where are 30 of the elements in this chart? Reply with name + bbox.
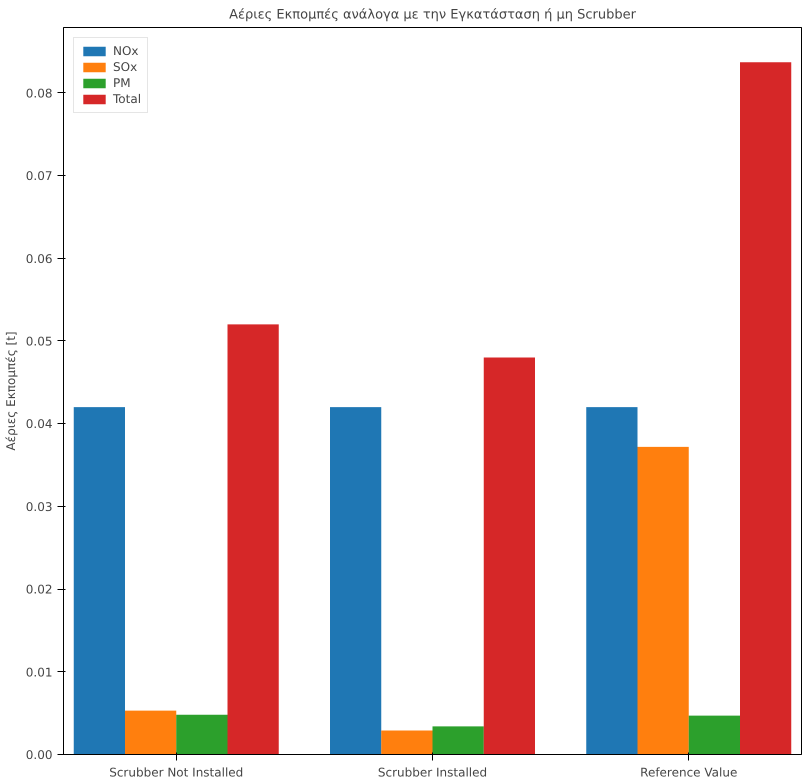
legend-label: SOx	[113, 60, 138, 74]
legend-label: Total	[113, 92, 142, 106]
bar	[586, 407, 638, 754]
bar	[176, 714, 228, 754]
x-tick-label: Scrubber Installed	[378, 766, 488, 780]
y-axis-title: Αέριες Εκπομπές [t]	[4, 331, 18, 451]
y-tick-label: 0.07	[26, 169, 52, 184]
bar	[484, 358, 535, 754]
bar	[638, 446, 689, 754]
y-tick-label: 0.02	[26, 582, 52, 597]
chart-title: Αέριες Εκπομπές ανάλογα με την Εγκατάσταση ή μη Scrubber	[229, 8, 637, 22]
y-tick-label: 0.03	[26, 500, 52, 514]
x-tick-label: Scrubber Not Installed	[109, 766, 244, 780]
y-tick-label: 0.01	[26, 665, 52, 680]
bar	[688, 716, 740, 754]
bar	[74, 407, 125, 754]
legend-label: NOx	[113, 44, 139, 58]
bar	[228, 324, 279, 754]
y-tick-label: 0.08	[26, 86, 52, 100]
legend-label: PM	[113, 76, 132, 90]
bar	[432, 726, 484, 754]
bar	[330, 407, 382, 754]
bar	[740, 62, 792, 754]
y-tick-label: 0.04	[26, 417, 52, 432]
y-tick-label: 0.06	[26, 252, 52, 266]
bar	[125, 710, 176, 754]
y-tick-label: 0.00	[26, 748, 52, 762]
x-tick-label: Reference Value	[640, 766, 738, 780]
bar	[381, 730, 432, 754]
y-tick-label: 0.05	[26, 334, 52, 348]
